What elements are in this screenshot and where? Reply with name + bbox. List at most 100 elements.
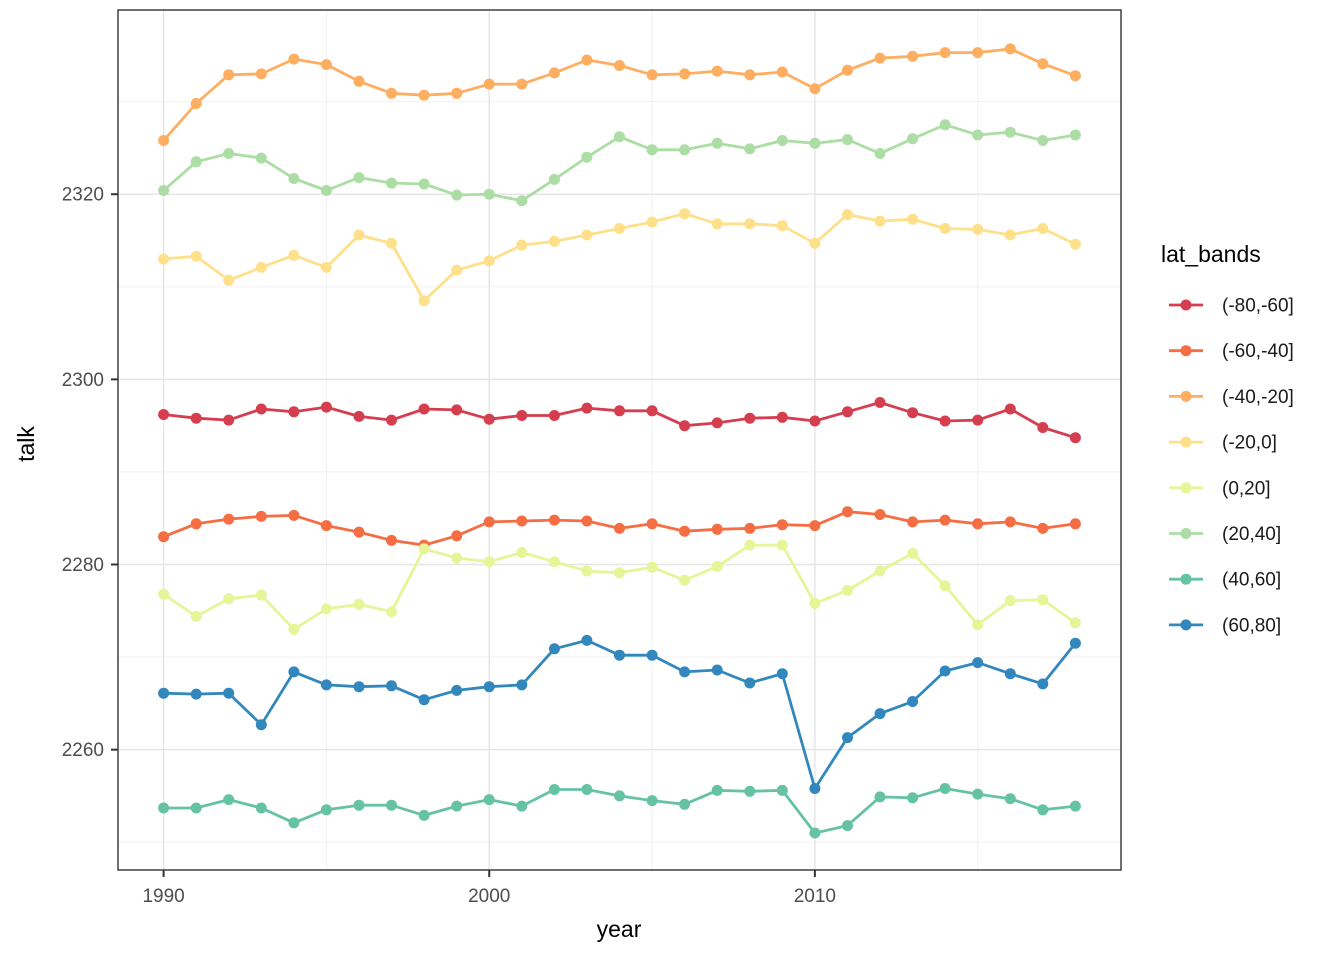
data-point-(-40,-20] <box>939 47 951 59</box>
data-point-(60,80] <box>646 649 658 661</box>
data-point-(-20,0] <box>223 274 235 286</box>
data-point-(-60,-40] <box>548 514 560 526</box>
data-point-(60,80] <box>809 783 821 794</box>
data-point-(-80,-60] <box>744 412 756 424</box>
data-point-(-40,-20] <box>744 69 756 81</box>
data-point-(-80,-60] <box>614 405 625 417</box>
data-point-(60,80] <box>288 666 300 678</box>
data-point-(20,40] <box>744 143 756 155</box>
data-point-(-60,-40] <box>646 518 658 530</box>
data-point-(-60,-40] <box>1037 522 1049 534</box>
data-point-(40,60] <box>809 827 821 839</box>
data-point-(-80,-60] <box>320 401 332 413</box>
data-point-(40,60] <box>418 809 430 821</box>
data-point-(-80,-60] <box>874 397 886 408</box>
y-tick-label: 2300 <box>62 370 104 391</box>
data-point-(-40,-20] <box>972 47 984 59</box>
legend-entry: (-40,-20] <box>1169 387 1294 408</box>
legend-entry-label: (-60,-40] <box>1222 341 1294 362</box>
data-point-(-40,-20] <box>451 87 463 99</box>
data-point-(20,40] <box>776 135 788 146</box>
data-point-(20,40] <box>1004 126 1016 138</box>
data-point-(-40,-20] <box>288 53 300 65</box>
legend-entry-label: (40,60] <box>1222 570 1281 591</box>
data-point-(-60,-40] <box>972 518 984 530</box>
data-point-(-20,0] <box>288 249 300 261</box>
data-point-(40,60] <box>516 800 528 812</box>
data-point-(-80,-60] <box>711 417 723 429</box>
data-point-(20,40] <box>451 189 463 201</box>
data-point-(-20,0] <box>1069 238 1081 250</box>
data-point-(20,40] <box>353 172 365 184</box>
data-point-(-80,-60] <box>255 403 267 415</box>
data-point-(-60,-40] <box>907 516 919 528</box>
legend-entries: (-80,-60] (-60,-40] (-40,-20] (-20,0] (0,20]… <box>1169 296 1294 636</box>
data-point-(-80,-60] <box>548 410 560 421</box>
data-point-(40,60] <box>158 802 170 814</box>
data-point-(60,80] <box>1004 668 1016 680</box>
data-point-(-20,0] <box>516 239 528 251</box>
data-point-(40,60] <box>288 817 300 829</box>
data-point-(60,80] <box>874 708 886 720</box>
data-point-(20,40] <box>842 134 853 146</box>
data-point-(60,80] <box>483 681 495 693</box>
data-point-(0,20] <box>190 610 202 622</box>
data-point-(-80,-60] <box>190 412 202 424</box>
data-point-(-60,-40] <box>386 534 397 546</box>
x-tick-label: 2010 <box>794 886 836 907</box>
data-point-(-20,0] <box>190 250 202 262</box>
data-point-(-40,-20] <box>646 69 658 81</box>
data-point-(-60,-40] <box>776 519 788 531</box>
legend-key-point <box>1180 436 1192 448</box>
data-point-(-20,0] <box>353 229 365 241</box>
data-point-(-60,-40] <box>614 522 625 534</box>
data-point-(0,20] <box>842 584 853 596</box>
data-point-(-20,0] <box>418 295 430 307</box>
legend-entry-label: (0,20] <box>1222 478 1271 499</box>
data-point-(60,80] <box>842 732 853 744</box>
axis-ticks: 2260 2280 2300 2320 1990 2000 2010 <box>62 185 836 907</box>
legend-entry-label: (-40,-20] <box>1222 387 1294 408</box>
data-point-(-40,-20] <box>158 135 170 146</box>
data-point-(-60,-40] <box>320 520 332 532</box>
data-point-(-20,0] <box>386 237 397 249</box>
data-point-(-40,-20] <box>223 69 235 81</box>
data-point-(-80,-60] <box>776 411 788 423</box>
data-point-(40,60] <box>907 792 919 804</box>
y-tick-label: 2280 <box>62 555 104 576</box>
data-point-(0,20] <box>158 588 170 600</box>
data-point-(-60,-40] <box>223 513 235 525</box>
data-point-(-40,-20] <box>353 75 365 87</box>
data-point-(60,80] <box>548 643 560 655</box>
data-point-(0,20] <box>744 539 756 551</box>
data-point-(0,20] <box>907 547 919 559</box>
data-point-(-40,-20] <box>320 59 332 71</box>
legend-entry: (40,60] <box>1169 570 1281 591</box>
data-point-(-20,0] <box>809 237 821 249</box>
data-point-(20,40] <box>320 185 332 196</box>
data-point-(60,80] <box>614 649 625 661</box>
data-point-(60,80] <box>320 679 332 691</box>
data-point-(-60,-40] <box>744 522 756 534</box>
data-point-(-20,0] <box>483 255 495 267</box>
data-point-(60,80] <box>386 680 397 692</box>
x-tick-label: 2000 <box>468 886 510 907</box>
data-point-(20,40] <box>581 151 593 163</box>
data-point-(-60,-40] <box>353 526 365 538</box>
data-point-(40,60] <box>548 784 560 795</box>
data-series <box>158 43 1081 839</box>
data-point-(-60,-40] <box>1069 518 1081 530</box>
data-point-(-40,-20] <box>809 83 821 95</box>
data-point-(-40,-20] <box>386 87 397 99</box>
data-point-(40,60] <box>842 820 853 832</box>
data-point-(-60,-40] <box>939 514 951 526</box>
data-point-(-20,0] <box>907 213 919 225</box>
data-point-(60,80] <box>907 696 919 707</box>
legend-entry: (-60,-40] <box>1169 341 1294 362</box>
data-point-(60,80] <box>353 681 365 693</box>
data-point-(-40,-20] <box>679 68 691 80</box>
data-point-(-60,-40] <box>711 523 723 535</box>
data-point-(0,20] <box>288 623 300 635</box>
